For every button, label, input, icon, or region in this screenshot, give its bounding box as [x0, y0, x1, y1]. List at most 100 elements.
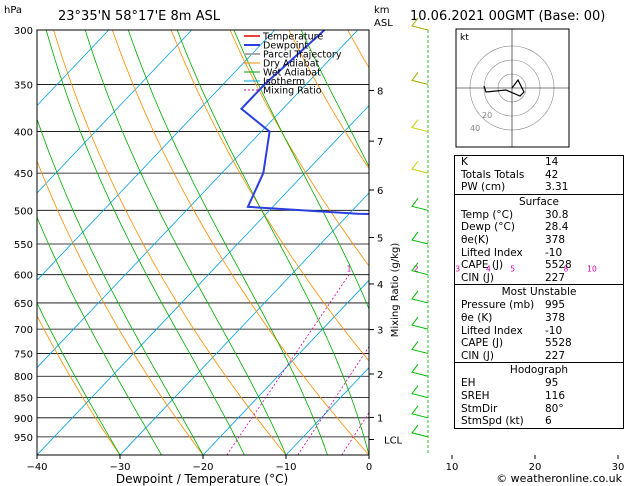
- stat-row: CAPE (J) 5528: [455, 337, 623, 350]
- pressure-tick-label: 700: [14, 325, 33, 336]
- isotherm-line: [37, 30, 110, 107]
- stat-row: θe(K) 378: [455, 234, 623, 247]
- wet-adiabat: [37, 301, 121, 455]
- stat-value: 995: [545, 299, 566, 312]
- wind-barb: [411, 119, 429, 133]
- stat-label: CIN (J): [461, 349, 494, 362]
- stat-value: 6: [545, 415, 552, 428]
- dry-adiabat: [229, 30, 369, 267]
- copyright: © weatheronline.co.uk: [496, 472, 622, 485]
- pressure-tick-label: 350: [14, 80, 33, 91]
- wet-adiabat: [300, 30, 369, 168]
- hodograph-unit-label: kt: [460, 33, 469, 43]
- stat-row: Totals Totals 42: [455, 169, 623, 182]
- stat-value: 30.8: [545, 208, 569, 221]
- hodograph-trace: [483, 78, 525, 97]
- stat-value: 227: [545, 349, 566, 362]
- pressure-tick-label: 900: [14, 414, 33, 425]
- legend-label: Dry Adiabat: [263, 59, 320, 70]
- wet-adiabat: [127, 30, 328, 455]
- wind-barb: [411, 231, 429, 245]
- mixing-ratio-label: 4: [486, 265, 491, 274]
- wind-barb: [411, 424, 429, 438]
- mixing-ratio-label: 10: [587, 265, 597, 274]
- stat-label: CAPE (J): [461, 259, 504, 272]
- dry-adiabat: [37, 159, 204, 455]
- wind-barb: [411, 72, 429, 85]
- pressure-tick-label: 950: [14, 433, 33, 444]
- isotherm-line: [37, 30, 193, 194]
- wet-adiabat: [37, 216, 162, 455]
- date-title: 10.06.2021 00GMT (Base: 00): [410, 9, 605, 24]
- hpa-label: hPa: [4, 5, 22, 16]
- stat-label: Temp (°C): [461, 208, 514, 221]
- hodograph-title: Hodograph: [509, 364, 569, 377]
- legend-label: Isotherm: [263, 77, 305, 88]
- x-tick-label: −20: [192, 462, 213, 473]
- wind-barb: [411, 363, 429, 377]
- isotherm-line: [202, 279, 369, 455]
- stat-label: θe(K): [461, 233, 489, 246]
- pressure-tick-label: 800: [14, 372, 33, 383]
- x-tick-label: −10: [275, 462, 296, 473]
- location-title: 23°35'N 58°17'E 8m ASL: [58, 9, 221, 24]
- stat-value: 378: [545, 233, 566, 246]
- stat-value: -10: [545, 246, 563, 259]
- pressure-tick-label: 450: [14, 169, 33, 180]
- x-tick-label: 30: [612, 462, 625, 473]
- km-tick-label: 1: [377, 413, 383, 424]
- stat-label: CAPE (J): [461, 337, 504, 350]
- stat-value: 3.31: [545, 181, 569, 194]
- stat-row: CIN (J) 227: [455, 272, 623, 285]
- pressure-tick-label: 400: [14, 128, 33, 139]
- stat-label: Dewp (°C): [461, 221, 515, 234]
- stat-row: Lifted Index -10: [455, 325, 623, 338]
- legend-label: Mixing Ratio: [263, 86, 322, 97]
- stat-row: SREH 116: [455, 390, 623, 403]
- stat-value: 42: [545, 168, 559, 181]
- most-unstable-box: Most Unstable Pressure (mb) 995 θe (K) 378 L…: [454, 285, 624, 364]
- x-tick-label: 20: [529, 462, 542, 473]
- stat-row: EH 95: [455, 377, 623, 390]
- x-tick-label: −40: [26, 462, 47, 473]
- stats-panel: K 14 Totals Totals 42 PW (cm) 3.31 Surface Te…: [454, 155, 624, 429]
- stat-label: StmDir: [461, 402, 498, 415]
- stat-label: EH: [461, 377, 476, 390]
- mixing-ratio-label: 2: [414, 265, 419, 274]
- dry-adiabat: [111, 30, 369, 455]
- stat-row: CAPE (J) 5528: [455, 259, 623, 272]
- dewpoint-line: [239, 30, 369, 216]
- wind-profile: [411, 17, 429, 455]
- stat-value: -10: [545, 324, 563, 337]
- stat-row: StmDir 80°: [455, 403, 623, 416]
- stat-label: PW (cm): [461, 181, 506, 194]
- km-tick-label: 4: [377, 280, 383, 291]
- stat-label: Lifted Index: [461, 324, 523, 337]
- stat-value: 227: [545, 271, 566, 284]
- km-tick-label: 2: [377, 370, 383, 381]
- km-tick-label: 5: [377, 233, 383, 244]
- stat-row: Dewp (°C) 28.4: [455, 221, 623, 234]
- legend-label: Temperature: [262, 32, 323, 43]
- isotherm-line: [285, 367, 369, 455]
- wet-adiabat: [84, 30, 287, 455]
- wind-barb: [411, 290, 429, 304]
- km-tick-label: 6: [377, 186, 383, 197]
- mixing-ratio-label: 1: [347, 265, 352, 274]
- pressure-tick-label: 600: [14, 271, 33, 282]
- wind-barb: [411, 405, 429, 419]
- stat-row: Pressure (mb) 995: [455, 299, 623, 312]
- isotherm-line: [119, 192, 369, 455]
- x-tick-label: −30: [109, 462, 130, 473]
- stat-value: 14: [545, 156, 559, 168]
- stat-row: θe (K) 378: [455, 312, 623, 325]
- km-label: km: [374, 5, 390, 16]
- pressure-tick-label: 300: [14, 26, 33, 37]
- mixing-ratio-line: [226, 274, 350, 455]
- wet-adiabat: [176, 30, 369, 455]
- stat-value: 28.4: [545, 221, 569, 234]
- legend-label: Parcel Trajectory: [263, 50, 342, 61]
- surface-box: Surface Temp (°C) 30.8 Dewp (°C) 28.4 θe(K) 3…: [454, 194, 624, 286]
